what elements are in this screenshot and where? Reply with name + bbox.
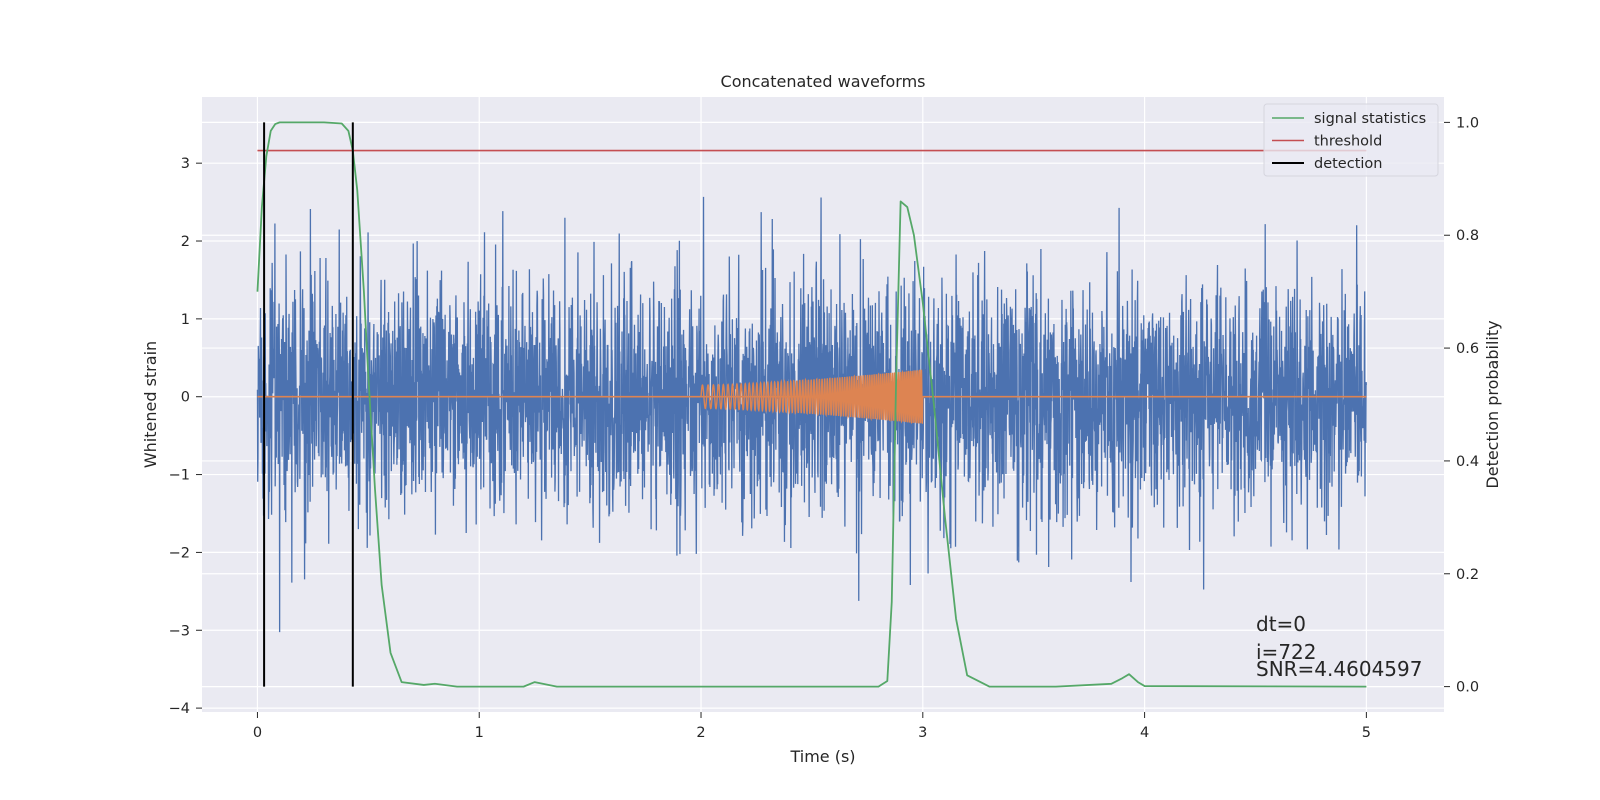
y-tick-label: −4 <box>169 701 190 717</box>
annotation-dt: dt=0 <box>1256 612 1306 636</box>
y-tick-label: −3 <box>169 623 190 639</box>
y-axis-label: Whitened strain <box>141 341 160 468</box>
chart-title: Concatenated waveforms <box>721 72 926 91</box>
annotations: dt=0 i=722 SNR=4.4604597 <box>1256 612 1422 681</box>
signal-statistics-line <box>256 121 1367 688</box>
y-right-tick-label: 0.2 <box>1456 567 1479 583</box>
y-right-tick-label: 0.6 <box>1456 341 1479 357</box>
legend-label: threshold <box>1314 134 1382 150</box>
whitened-strain-series <box>256 196 1368 633</box>
y-tick-label: 1 <box>181 312 190 328</box>
y-tick-label: −1 <box>169 468 190 484</box>
legend: signal statistics threshold detection <box>1263 103 1439 177</box>
x-tick-label: 1 <box>475 725 484 741</box>
y-tick-label: 3 <box>181 156 190 172</box>
annotation-snr: SNR=4.4604597 <box>1256 657 1422 681</box>
injected-waveform-series <box>257 369 1367 425</box>
whitened-strain-line <box>256 196 1368 633</box>
y-right-tick-label: 0.0 <box>1456 680 1479 696</box>
injected-waveform-chirp <box>700 369 924 425</box>
legend-label: detection <box>1314 156 1382 172</box>
signal-statistics-series <box>256 121 1367 688</box>
legend-box <box>1263 103 1439 177</box>
x-tick-label: 3 <box>918 725 927 741</box>
legend-label: signal statistics <box>1314 111 1426 127</box>
detection-series <box>263 122 354 687</box>
y-right-tick-label: 1.0 <box>1456 115 1479 131</box>
y-tick-label: 0 <box>181 390 190 406</box>
x-tick-label: 0 <box>253 725 262 741</box>
y-axis-right-label: Detection probability <box>1483 320 1502 488</box>
annotation-index: i=722 <box>1256 640 1317 664</box>
x-tick-label: 4 <box>1140 725 1149 741</box>
y-tick-label: −2 <box>169 545 190 561</box>
y-tick-label: 2 <box>181 234 190 250</box>
x-axis-label: Time (s) <box>789 747 855 766</box>
x-tick-label: 5 <box>1362 725 1371 741</box>
axis-ticks: 0 1 2 3 4 5 −4 −3 −2 −1 0 1 2 3 0.0 0.2 0.4 0.6 0.8 1.0 <box>169 115 1479 741</box>
y-right-tick-label: 0.4 <box>1456 454 1479 470</box>
x-tick-label: 2 <box>696 725 705 741</box>
y-right-tick-label: 0.8 <box>1456 228 1479 244</box>
